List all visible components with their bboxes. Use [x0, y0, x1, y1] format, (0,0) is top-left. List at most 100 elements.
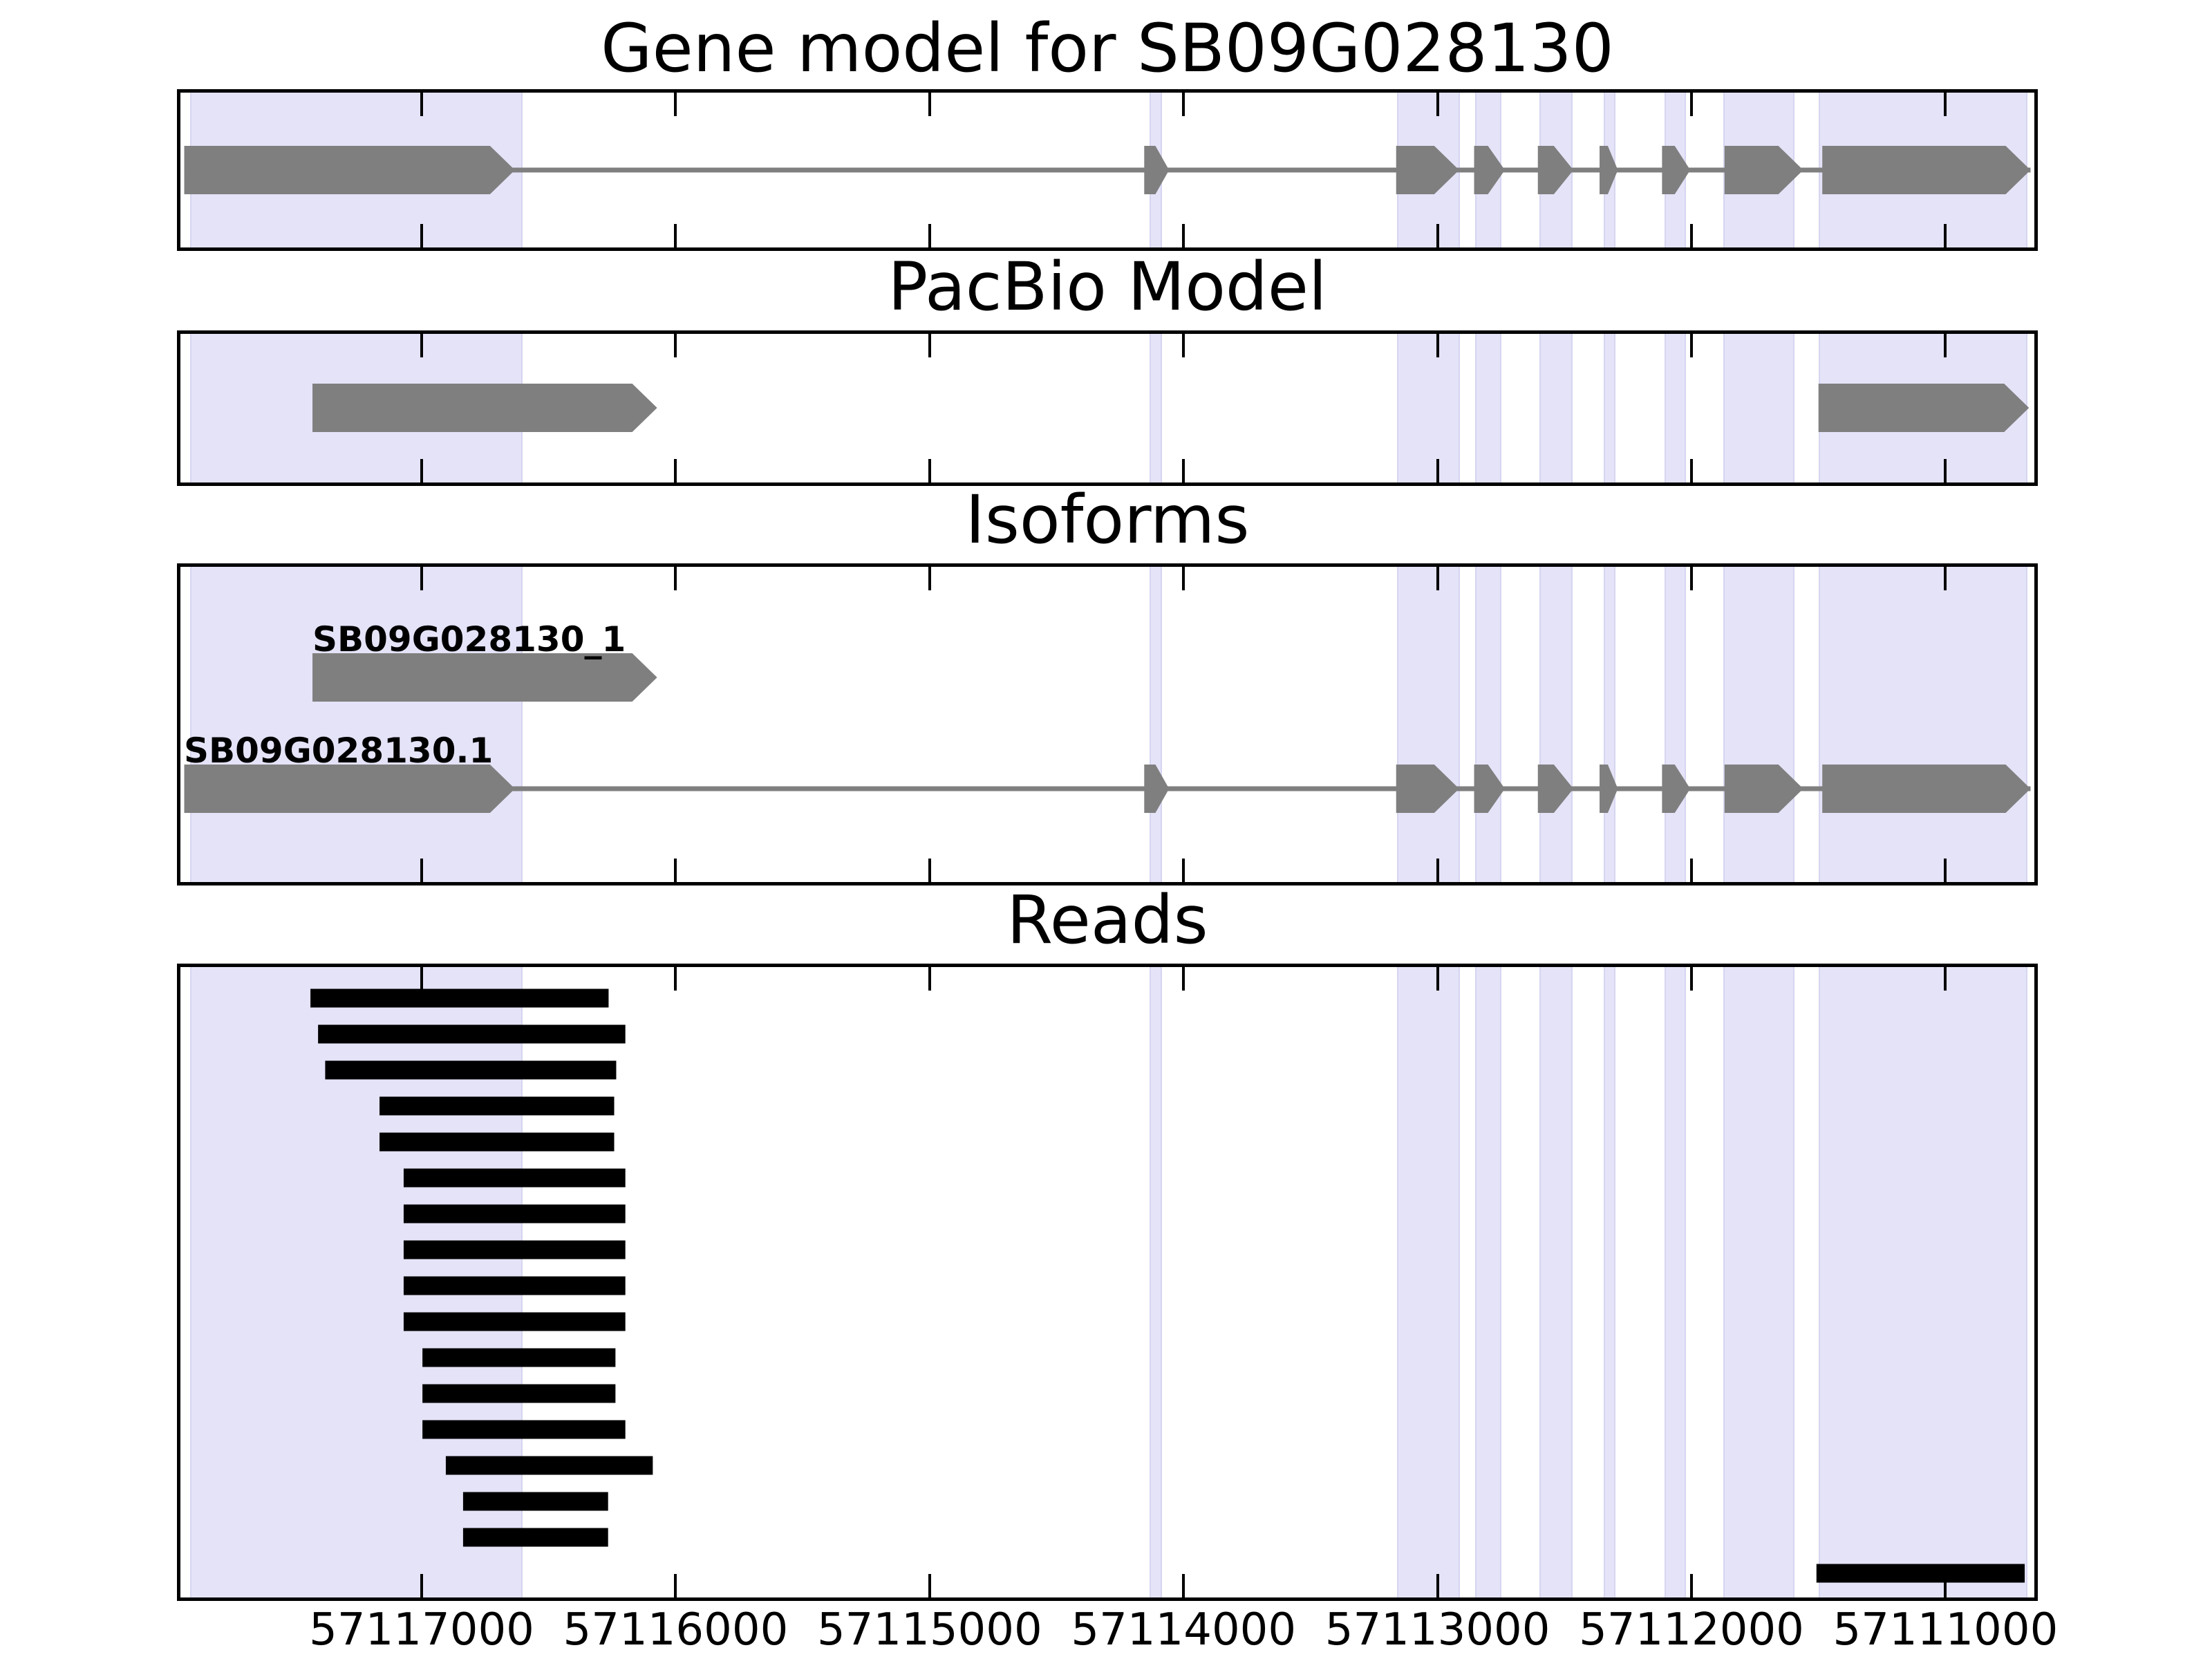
- exon-highlight-band: [1665, 334, 1686, 482]
- exon-highlight-band: [1396, 567, 1460, 882]
- exon-highlight-band: [1818, 967, 2027, 1597]
- exon-highlight-band: [1604, 334, 1615, 482]
- exon-highlight-band: [1665, 967, 1686, 1597]
- track-features: [312, 384, 2030, 432]
- axis-tick: [1944, 334, 1947, 357]
- read-bar: [422, 1348, 616, 1367]
- read-bar: [403, 1204, 626, 1224]
- read-bar: [445, 1456, 653, 1475]
- axis-tick: [1436, 567, 1439, 590]
- axis-tick: [1690, 1574, 1693, 1597]
- isoform-label: SB09G028130_1: [312, 619, 626, 659]
- axis-tick: [928, 459, 931, 482]
- intron-line: [184, 167, 2031, 173]
- exon-arrow-shape: [1724, 146, 1803, 194]
- exon-highlight-band: [1474, 967, 1502, 1597]
- x-tick-label: 57112000: [1579, 1604, 1804, 1656]
- exon-arrow-shape: [1537, 765, 1574, 813]
- x-tick-label: 57116000: [563, 1604, 789, 1656]
- title-pacbio-model: PacBio Model: [888, 248, 1327, 326]
- exon-arrow-shape: [312, 384, 657, 432]
- axis-tick: [1182, 567, 1185, 590]
- read-bar: [325, 1060, 617, 1080]
- read-bar: [1816, 1564, 2025, 1583]
- axis-tick: [420, 1574, 424, 1597]
- axis-tick: [420, 459, 424, 482]
- exon-arrow-shape: [1724, 765, 1803, 813]
- axis-tick: [1690, 224, 1693, 247]
- axis-tick: [420, 224, 424, 247]
- exon-arrow-shape: [1600, 765, 1618, 813]
- track-features: [310, 988, 2025, 1583]
- axis-tick: [1690, 459, 1693, 482]
- axis-tick: [1944, 967, 1947, 991]
- exon-arrow-shape: [1822, 146, 2031, 194]
- axis-tick: [1182, 859, 1185, 882]
- axis-tick: [674, 1574, 677, 1597]
- axis-tick: [1436, 967, 1439, 991]
- exon-highlight-band: [1723, 967, 1794, 1597]
- track-features: [184, 653, 2031, 813]
- axis-tick: [1944, 224, 1947, 247]
- exon-highlight-band: [189, 567, 523, 882]
- x-tick-label: 57113000: [1324, 1604, 1550, 1656]
- axis-tick: [1690, 967, 1693, 991]
- read-bar: [422, 1384, 616, 1403]
- isoform-label: SB09G028130.1: [184, 731, 494, 771]
- read-bar: [403, 1168, 626, 1188]
- exon-arrow-shape: [1822, 765, 2031, 813]
- axis-tick: [1944, 1574, 1947, 1597]
- axis-tick: [1182, 967, 1185, 991]
- axis-tick: [928, 967, 931, 991]
- axis-tick: [928, 859, 931, 882]
- axis-tick: [928, 1574, 931, 1597]
- axis-tick: [674, 567, 677, 590]
- axis-tick: [1182, 224, 1185, 247]
- exon-arrow-shape: [1144, 146, 1170, 194]
- axis-tick: [1944, 459, 1947, 482]
- axis-tick: [1436, 459, 1439, 482]
- read-bar: [310, 988, 609, 1008]
- axis-tick: [420, 859, 424, 882]
- axis-tick: [674, 93, 677, 116]
- axis-tick: [420, 967, 424, 991]
- exon-arrow-shape: [1600, 146, 1618, 194]
- exon-arrow-shape: [1474, 765, 1505, 813]
- axis-tick: [1690, 567, 1693, 590]
- track-panel-reads: [177, 964, 2038, 1601]
- x-tick-label: 57117000: [309, 1604, 534, 1656]
- axis-tick: [1436, 859, 1439, 882]
- axis-tick: [928, 224, 931, 247]
- exon-highlight-band: [1539, 334, 1573, 482]
- exon-arrow-shape: [1396, 765, 1459, 813]
- axis-tick: [674, 967, 677, 991]
- exon-highlight-band: [1474, 567, 1502, 882]
- axis-tick: [420, 567, 424, 590]
- exon-highlight-band: [1150, 967, 1163, 1597]
- axis-tick: [1690, 859, 1693, 882]
- intron-line: [184, 786, 2031, 791]
- read-bar: [403, 1240, 626, 1259]
- axis-tick: [420, 93, 424, 116]
- axis-tick: [420, 334, 424, 357]
- axis-tick: [674, 224, 677, 247]
- exon-highlight-band: [1474, 334, 1502, 482]
- read-bar: [462, 1528, 608, 1547]
- exon-highlight-band: [1723, 567, 1794, 882]
- axis-tick: [1436, 93, 1439, 116]
- axis-tick: [928, 93, 931, 116]
- exon-arrow-shape: [1474, 146, 1505, 194]
- axis-tick: [674, 459, 677, 482]
- x-tick-label: 57111000: [1833, 1604, 2059, 1656]
- read-bar: [403, 1276, 626, 1295]
- exon-arrow-shape: [1662, 146, 1691, 194]
- title-reads: Reads: [1006, 881, 1208, 959]
- track-panel-gene-model: [177, 89, 2038, 251]
- exon-highlight-band: [1539, 567, 1573, 882]
- exon-highlight-band: [1723, 334, 1794, 482]
- exon-highlight-band: [1150, 334, 1163, 482]
- exon-highlight-band: [1396, 334, 1460, 482]
- exon-highlight-band: [1665, 567, 1686, 882]
- exon-highlight-band: [1604, 967, 1615, 1597]
- read-bar: [379, 1132, 615, 1152]
